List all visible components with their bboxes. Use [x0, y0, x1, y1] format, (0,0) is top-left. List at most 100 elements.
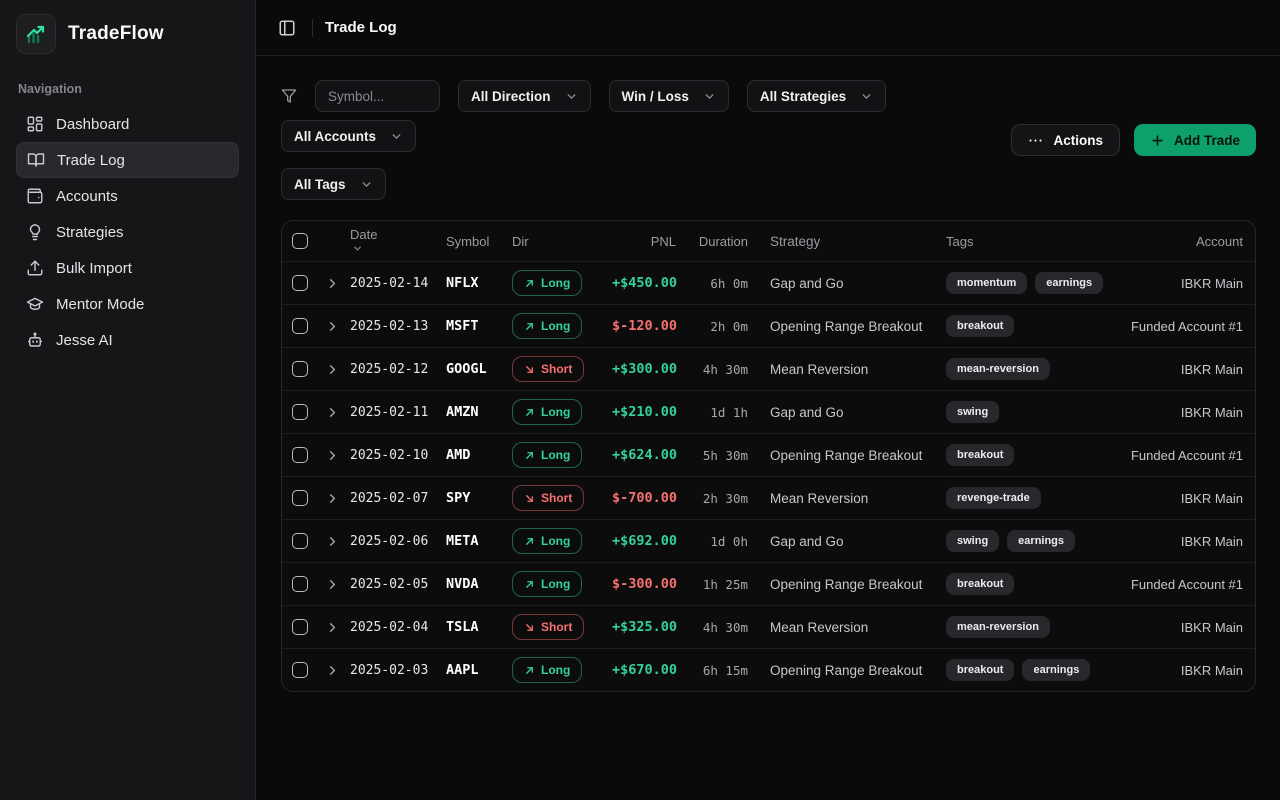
column-header-duration[interactable]: Duration [686, 234, 762, 249]
arrow-up-right-icon [524, 665, 535, 676]
sidebar-item-dashboard[interactable]: Dashboard [16, 106, 239, 142]
trade-account: Funded Account #1 [1107, 448, 1255, 463]
row-expand-button[interactable] [323, 661, 342, 680]
sidebar-item-bulk-import[interactable]: Bulk Import [16, 250, 239, 286]
row-expand-button[interactable] [323, 317, 342, 336]
filter-bar: All Direction Win / Loss All Strategies [281, 80, 1256, 200]
sidebar-item-mentor-mode[interactable]: Mentor Mode [16, 286, 239, 322]
symbol-search-input[interactable] [315, 80, 440, 112]
column-header-tags[interactable]: Tags [942, 234, 1107, 249]
arrow-down-right-icon [524, 364, 535, 375]
sidebar-item-label: Mentor Mode [56, 296, 144, 313]
row-checkbox[interactable] [292, 318, 308, 334]
row-expand-button[interactable] [323, 618, 342, 637]
arrow-down-right-icon [524, 493, 535, 504]
add-trade-button-label: Add Trade [1174, 133, 1240, 148]
trade-strategy: Mean Reversion [762, 491, 942, 506]
column-header-account[interactable]: Account [1107, 234, 1255, 249]
column-header-dir[interactable]: Dir [508, 234, 608, 249]
sidebar-item-jesse-ai[interactable]: Jesse AI [16, 322, 239, 358]
actions-button[interactable]: Actions [1011, 124, 1120, 156]
account-filter-label: All Accounts [294, 129, 376, 144]
trending-up-chart-icon [16, 14, 56, 54]
trade-account: IBKR Main [1107, 362, 1255, 377]
trade-date: 2025-02-10 [346, 448, 442, 463]
page-title: Trade Log [325, 19, 397, 36]
direction-badge: Short [512, 614, 584, 640]
row-checkbox[interactable] [292, 576, 308, 592]
trade-duration: 1d 1h [686, 405, 762, 420]
row-expand-button[interactable] [323, 360, 342, 379]
actions-button-label: Actions [1053, 133, 1103, 148]
trade-date: 2025-02-13 [346, 319, 442, 334]
column-header-pnl[interactable]: PNL [608, 234, 686, 249]
row-checkbox[interactable] [292, 533, 308, 549]
row-checkbox[interactable] [292, 361, 308, 377]
table-row: 2025-02-07SPYShort$-700.002h 30mMean Rev… [282, 476, 1255, 519]
trade-account: IBKR Main [1107, 405, 1255, 420]
row-checkbox[interactable] [292, 662, 308, 678]
account-filter-select[interactable]: All Accounts [281, 120, 416, 152]
trade-symbol: META [442, 533, 508, 549]
row-checkbox[interactable] [292, 275, 308, 291]
trade-tags: breakout [942, 573, 1107, 595]
tag-pill: breakout [946, 315, 1014, 337]
trade-strategy: Opening Range Breakout [762, 448, 942, 463]
column-header-symbol[interactable]: Symbol [442, 234, 508, 249]
chevron-right-icon [325, 620, 340, 635]
row-expand-button[interactable] [323, 575, 342, 594]
table-row: 2025-02-12GOOGLShort+$300.004h 30mMean R… [282, 347, 1255, 390]
date-header-label: Date [350, 228, 377, 242]
select-all-checkbox[interactable] [292, 233, 308, 249]
tags-filter-select[interactable]: All Tags [281, 168, 386, 200]
direction-badge: Long [512, 528, 582, 554]
chevron-right-icon [325, 319, 340, 334]
sidebar-item-label: Dashboard [56, 116, 129, 133]
sidebar-item-strategies[interactable]: Strategies [16, 214, 239, 250]
trade-tags: revenge-trade [942, 487, 1107, 509]
chevron-down-icon [390, 130, 403, 143]
sidebar-toggle-button[interactable] [274, 15, 300, 41]
trade-duration: 6h 15m [686, 663, 762, 678]
row-checkbox[interactable] [292, 619, 308, 635]
table-header-row: Date Symbol Dir PNL Duration Strategy Ta… [282, 221, 1255, 261]
tag-pill: swing [946, 401, 999, 423]
sidebar-item-trade-log[interactable]: Trade Log [16, 142, 239, 178]
trade-pnl: +$210.00 [608, 404, 686, 420]
trade-symbol: GOOGL [442, 361, 508, 377]
table-row: 2025-02-14NFLXLong+$450.006h 0mGap and G… [282, 261, 1255, 304]
direction-filter-select[interactable]: All Direction [458, 80, 591, 112]
sidebar-item-label: Strategies [56, 224, 124, 241]
topbar-divider [312, 19, 313, 37]
trade-date: 2025-02-03 [346, 663, 442, 678]
trade-strategy: Opening Range Breakout [762, 663, 942, 678]
row-expand-button[interactable] [323, 446, 342, 465]
strategy-filter-select[interactable]: All Strategies [747, 80, 886, 112]
row-expand-button[interactable] [323, 489, 342, 508]
row-checkbox[interactable] [292, 490, 308, 506]
trade-strategy: Gap and Go [762, 276, 942, 291]
row-expand-button[interactable] [323, 532, 342, 551]
direction-badge: Short [512, 485, 584, 511]
row-checkbox[interactable] [292, 404, 308, 420]
sidebar-item-accounts[interactable]: Accounts [16, 178, 239, 214]
column-header-strategy[interactable]: Strategy [762, 234, 942, 249]
column-header-date[interactable]: Date [350, 228, 438, 253]
sidebar: TradeFlow Navigation DashboardTrade LogA… [0, 0, 256, 800]
trade-tags: breakout [942, 315, 1107, 337]
trade-date: 2025-02-12 [346, 362, 442, 377]
arrow-up-right-icon [524, 536, 535, 547]
chevron-right-icon [325, 663, 340, 678]
tag-pill: mean-reversion [946, 616, 1050, 638]
winloss-filter-select[interactable]: Win / Loss [609, 80, 729, 112]
row-checkbox[interactable] [292, 447, 308, 463]
winloss-filter-label: Win / Loss [622, 89, 689, 104]
table-row: 2025-02-06METALong+$692.001d 0hGap and G… [282, 519, 1255, 562]
add-trade-button[interactable]: Add Trade [1134, 124, 1256, 156]
chevron-down-icon [860, 90, 873, 103]
brand: TradeFlow [16, 12, 239, 56]
row-expand-button[interactable] [323, 403, 342, 422]
trade-pnl: +$670.00 [608, 662, 686, 678]
row-expand-button[interactable] [323, 274, 342, 293]
content: All Direction Win / Loss All Strategies [256, 56, 1280, 692]
